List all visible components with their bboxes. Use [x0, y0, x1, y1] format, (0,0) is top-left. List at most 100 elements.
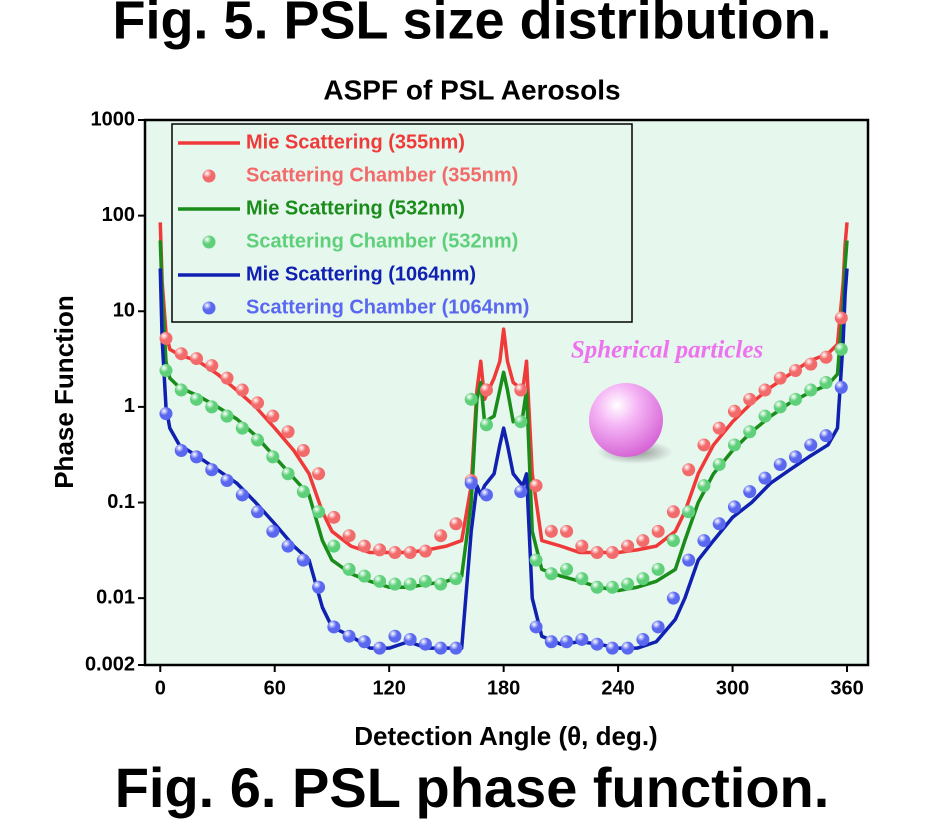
data-point [590, 546, 604, 560]
legend-symbol [202, 169, 216, 183]
data-point [418, 574, 432, 588]
x-tick-label: 0 [155, 677, 166, 699]
data-point [514, 415, 528, 429]
x-tick-label: 180 [487, 677, 520, 699]
data-point [266, 524, 280, 538]
y-tick-label: 0.01 [96, 586, 135, 608]
data-point [804, 438, 818, 452]
data-point [789, 364, 803, 378]
data-point [205, 400, 219, 414]
data-point [621, 641, 635, 655]
data-point [174, 347, 188, 361]
data-point [712, 421, 726, 435]
x-tick-label: 360 [830, 677, 863, 699]
data-point [479, 418, 493, 432]
data-point [544, 524, 558, 538]
plot-layer [158, 222, 849, 655]
data-point [342, 529, 356, 543]
data-point [190, 450, 204, 464]
x-tick-label: 60 [264, 677, 286, 699]
data-point [666, 505, 680, 519]
data-point [819, 429, 833, 443]
data-point [479, 383, 493, 397]
data-point [388, 546, 402, 560]
data-point [235, 421, 249, 435]
data-point [281, 467, 295, 481]
data-point [418, 544, 432, 558]
data-point [758, 471, 772, 485]
data-point [479, 488, 493, 502]
data-point [621, 539, 635, 553]
bottom-caption: Fig. 6. PSL phase function. [115, 756, 830, 819]
y-tick-label: 1000 [91, 108, 136, 130]
series-line [158, 268, 849, 650]
data-point [819, 375, 833, 389]
data-point [560, 635, 574, 649]
data-point [544, 567, 558, 581]
data-point [834, 342, 848, 356]
data-point [464, 476, 478, 490]
data-point [560, 562, 574, 576]
x-axis-label: Detection Angle (θ, deg.) [354, 721, 657, 751]
series-line [158, 222, 849, 555]
data-point [651, 524, 665, 538]
data-point [190, 352, 204, 366]
y-tick-label: 1 [124, 395, 135, 417]
data-point [312, 580, 326, 594]
data-point [682, 553, 696, 567]
data-point [590, 580, 604, 594]
data-point [575, 572, 589, 586]
data-point [251, 433, 265, 447]
data-point [529, 620, 543, 634]
data-point [636, 534, 650, 548]
legend-symbol [202, 235, 216, 249]
data-point [449, 641, 463, 655]
data-point [651, 562, 665, 576]
data-point [251, 396, 265, 410]
data-point [327, 510, 341, 524]
y-tick-label: 0.002 [85, 653, 135, 675]
data-point [296, 485, 310, 499]
x-tick-label: 120 [372, 677, 405, 699]
plot-frame [143, 118, 870, 667]
data-point [357, 635, 371, 649]
data-point [251, 505, 265, 519]
data-point [804, 383, 818, 397]
data-point [388, 577, 402, 591]
data-point [712, 457, 726, 471]
data-point [560, 524, 574, 538]
data-point [636, 572, 650, 586]
data-point [159, 364, 173, 378]
data-point [220, 409, 234, 423]
data-point [712, 517, 726, 531]
data-point [605, 641, 619, 655]
data-point [159, 407, 173, 421]
legend-label: Mie Scattering (532nm) [246, 197, 465, 219]
data-point [514, 485, 528, 499]
data-point [373, 574, 387, 588]
data-point [666, 591, 680, 605]
data-point [464, 392, 478, 406]
legend-symbol [202, 301, 216, 315]
data-point [403, 577, 417, 591]
data-point [174, 443, 188, 457]
data-point [342, 562, 356, 576]
data-point [327, 539, 341, 553]
legend-box [171, 123, 633, 323]
x-tick-label: 240 [601, 677, 634, 699]
data-point [312, 467, 326, 481]
data-point [575, 539, 589, 553]
data-point [773, 371, 787, 385]
data-point [296, 443, 310, 457]
data-point [529, 553, 543, 567]
data-point [281, 539, 295, 553]
data-point [758, 409, 772, 423]
data-point [357, 539, 371, 553]
data-point [590, 637, 604, 651]
data-point [773, 400, 787, 414]
data-point [758, 383, 772, 397]
data-point [544, 635, 558, 649]
data-point [666, 534, 680, 548]
data-point [682, 505, 696, 519]
data-point [651, 620, 665, 634]
